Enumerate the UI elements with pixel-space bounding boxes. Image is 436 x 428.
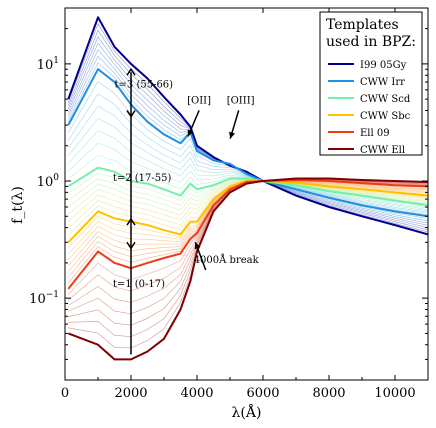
annotation-arrowhead [229, 131, 235, 139]
interpolated-template-line [68, 93, 428, 214]
annotation-label: [OII] [187, 95, 211, 106]
annotation-label: t=2 (17-55) [113, 173, 172, 184]
y-tick-label: 100 [37, 173, 60, 190]
legend-title: Templates [326, 17, 399, 33]
x-tick-label: 0 [61, 386, 69, 401]
x-tick-label: 8000 [312, 386, 345, 401]
legend-entry: CWW Sbc [360, 111, 411, 122]
interpolated-template-line [68, 178, 428, 315]
interpolated-template-line [68, 180, 428, 272]
annotation-label: t=3 (55-66) [115, 79, 174, 90]
plot-frame [64, 7, 429, 381]
interpolated-template-line [68, 178, 428, 206]
interpolated-template-line [68, 105, 428, 213]
interpolated-template-line [68, 49, 428, 224]
annotation-label: [OIII] [227, 95, 255, 106]
age-bin-arrowhead [126, 217, 136, 226]
template-line [67, 16, 428, 236]
annotation-label: 4000Å break [194, 254, 260, 266]
x-tick-label: 6000 [246, 386, 279, 401]
y-axis-label: f_t(λ) [10, 186, 26, 224]
annotation-arrowhead [194, 242, 201, 250]
interpolated-template-line [68, 130, 428, 210]
x-tick-label: 4000 [180, 386, 213, 401]
y-tick-label: 101 [37, 56, 59, 73]
age-bin-arrowhead [126, 241, 136, 250]
interpolated-template-line [68, 36, 428, 228]
interpolated-template-line [68, 142, 428, 209]
template-line [67, 177, 428, 361]
legend-entry: CWW Ell [360, 145, 405, 156]
x-axis-label: λ(Å) [232, 403, 262, 421]
interpolated-template-line [68, 42, 428, 226]
interpolated-template-line [68, 179, 428, 222]
template-line [67, 179, 428, 290]
interpolated-template-line [68, 179, 428, 216]
x-tick-label: 10000 [374, 386, 415, 401]
age-bin-arrowhead [126, 110, 136, 118]
legend-entry: Ell 09 [360, 128, 390, 139]
interpolated-template-line [68, 180, 428, 260]
y-tick-label: 10−1 [29, 290, 59, 307]
annotation-label: t=1 (0-17) [113, 279, 165, 290]
interpolated-template-line [68, 179, 428, 211]
interpolated-template-line [68, 178, 428, 326]
age-bin-arrowhead [126, 67, 136, 76]
interpolated-template-line [68, 180, 428, 278]
annotation-arrowhead [187, 129, 194, 137]
legend-title: used in BPZ: [326, 34, 416, 50]
template-line [67, 166, 428, 207]
interpolated-template-line [68, 180, 428, 255]
interpolated-template-line [68, 118, 428, 212]
x-tick-label: 2000 [114, 386, 147, 401]
legend-entry: CWW Scd [360, 94, 411, 105]
template-line [67, 180, 428, 243]
template-line [67, 68, 428, 218]
interpolated-template-line [68, 180, 428, 229]
legend-entry: CWW Irr [360, 77, 405, 88]
legend-entry: I99 05Gy [360, 60, 407, 71]
